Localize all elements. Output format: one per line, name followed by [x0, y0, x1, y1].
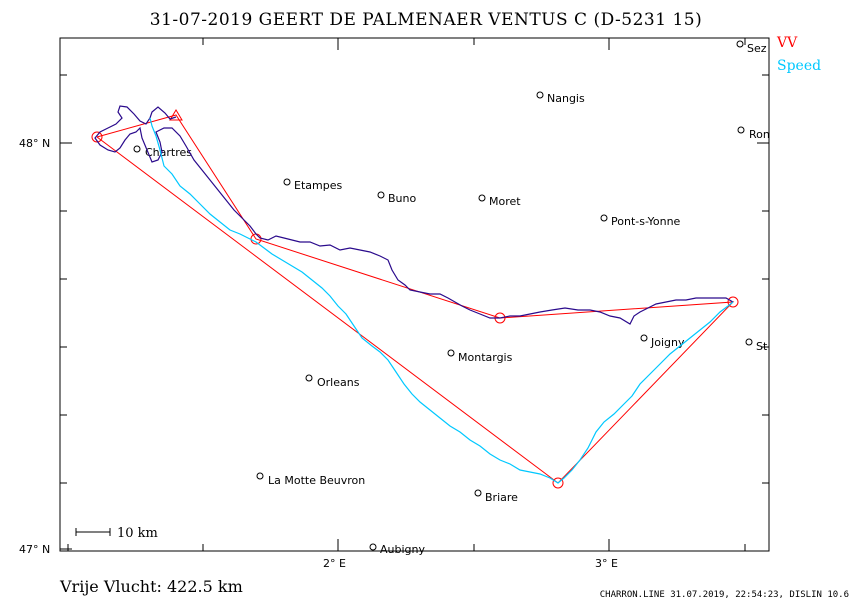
town-label-ron: Ron [749, 128, 770, 141]
town-label-sez: Sez [747, 42, 767, 55]
town-label-etampes: Etampes [294, 179, 342, 192]
lat-label-48: 48° N [19, 137, 50, 150]
town-marker [283, 178, 291, 186]
town-marker [474, 489, 482, 497]
town-marker [305, 374, 313, 382]
town-marker [377, 191, 385, 199]
town-label-montargis: Montargis [458, 351, 513, 364]
town-marker [640, 334, 648, 342]
town-label-chartres: Chartres [145, 146, 192, 159]
towns: Chartres Etampes Buno Moret Nangis Pont-… [133, 40, 770, 556]
town-label-nangis: Nangis [547, 92, 585, 105]
town-marker [369, 543, 377, 551]
flight-track-speed [149, 117, 734, 484]
town-marker [600, 214, 608, 222]
town-label-briare: Briare [485, 491, 518, 504]
town-label-pont-s-yonne: Pont-s-Yonne [611, 215, 681, 228]
town-marker [478, 194, 486, 202]
town-marker [745, 338, 753, 346]
right-ticks [757, 74, 769, 484]
turnpoint-circle [552, 477, 564, 489]
flight-track-climb [94, 105, 734, 325]
town-label-joigny: Joigny [650, 336, 685, 349]
town-label-orleans: Orleans [317, 376, 360, 389]
turnpoint-circle [727, 296, 739, 308]
start-triangle [169, 109, 183, 121]
top-ticks [202, 38, 746, 50]
town-marker [256, 472, 264, 480]
flight-distance: Vrije Vlucht: 422.5 km [59, 577, 243, 596]
town-marker [536, 91, 544, 99]
turnpoint-circle [91, 131, 103, 143]
legend-speed: Speed [777, 58, 821, 74]
town-label-st: St [756, 340, 768, 353]
town-label-buno: Buno [388, 192, 416, 205]
task-line-loop [96, 114, 735, 484]
lon-label-3e: 3° E [595, 557, 618, 570]
town-marker [737, 126, 745, 134]
town-label-moret: Moret [489, 195, 521, 208]
footer-meta: CHARRON.LINE 31.07.2019, 22:54:23, DISLI… [600, 590, 849, 600]
lon-label-2e: 2° E [323, 557, 346, 570]
scale-bar: 10 km [75, 526, 158, 541]
task-lines [91, 109, 739, 489]
map-title: 31-07-2019 GEERT DE PALMENAER VENTUS C (… [150, 10, 702, 30]
left-ticks [60, 74, 72, 550]
scale-label: 10 km [117, 526, 158, 541]
town-marker [736, 40, 744, 48]
town-label-aubigny: Aubigny [380, 543, 425, 556]
town-marker [133, 145, 141, 153]
bottom-ticks [67, 539, 746, 551]
town-marker [447, 349, 455, 357]
legend-vv: VV [776, 35, 798, 51]
map-frame [59, 37, 770, 552]
lat-label-47: 47° N [19, 543, 50, 556]
town-label-la-motte-beuvron: La Motte Beuvron [268, 474, 365, 487]
